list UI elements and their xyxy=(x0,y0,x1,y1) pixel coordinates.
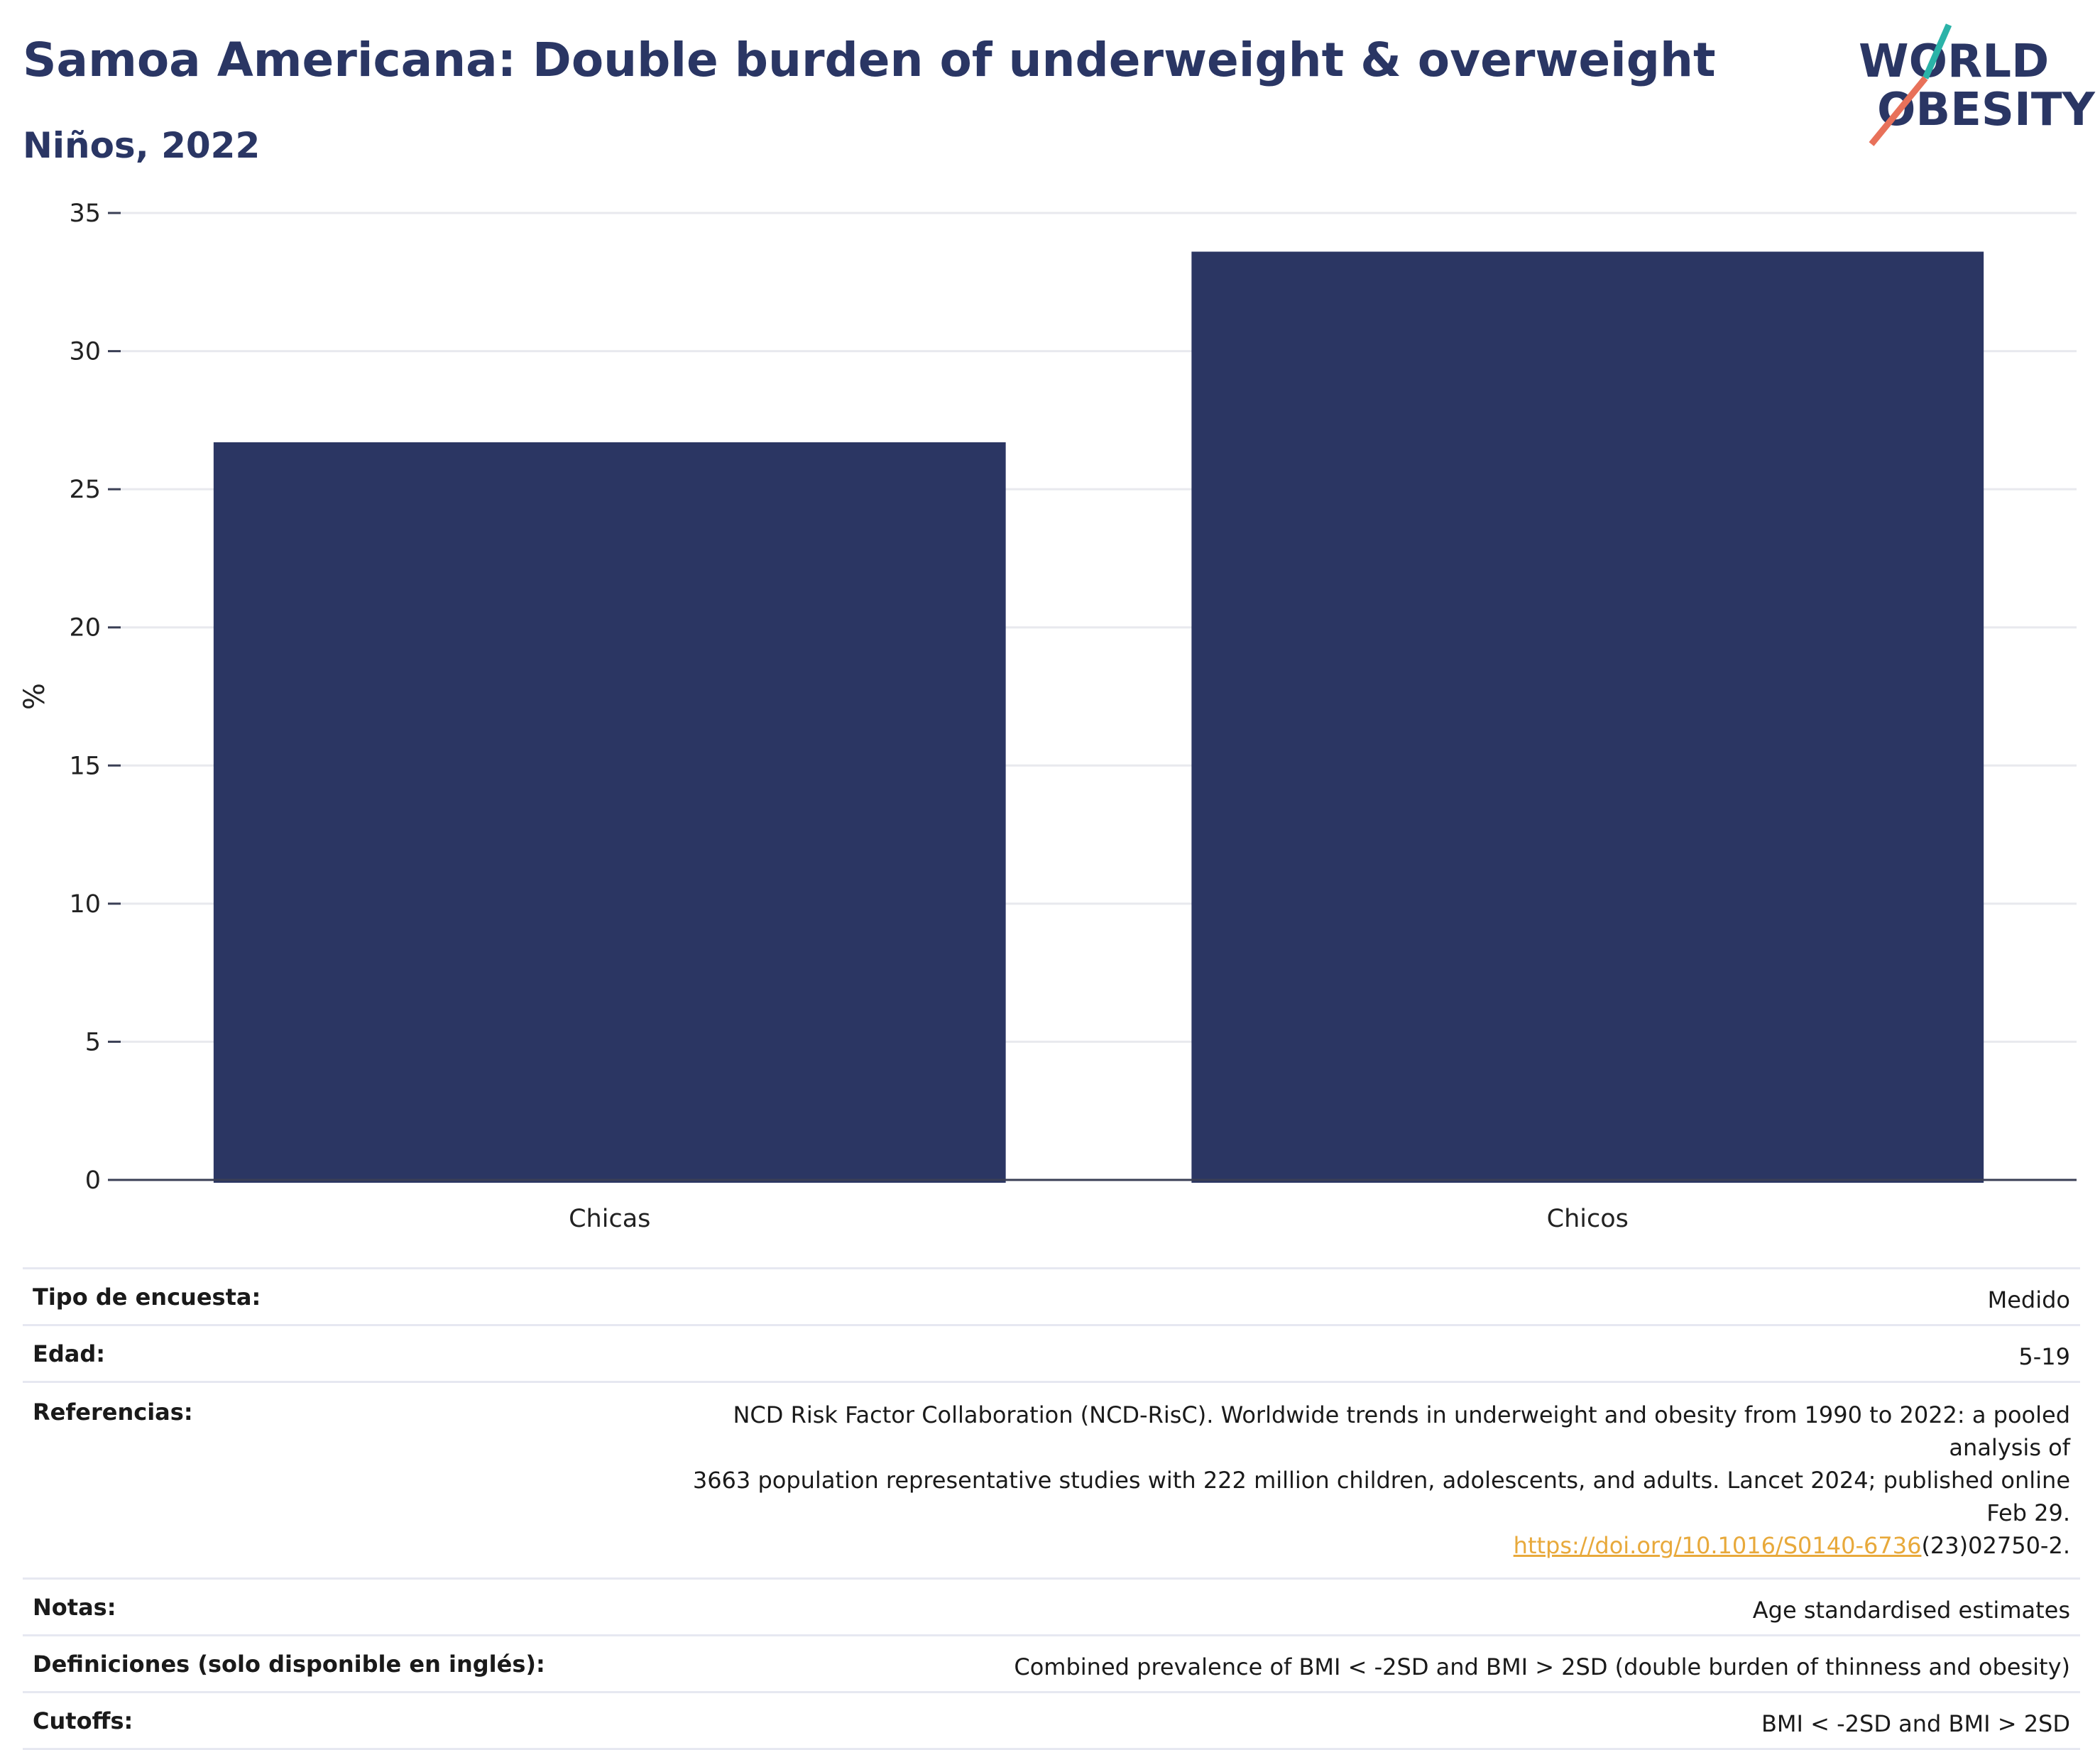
bar-chicos xyxy=(1191,251,1984,1183)
references-line-1: NCD Risk Factor Collaboration (NCD-RisC)… xyxy=(733,1401,2070,1461)
notes-value: Age standardised estimates xyxy=(682,1577,2080,1636)
info-table: Tipo de encuesta: Medido Edad: 5-19 Refe… xyxy=(23,1267,2080,1750)
y-tick-label: 0 xyxy=(85,1166,101,1195)
chart-title: Samoa Americana: Double burden of underw… xyxy=(23,33,1716,87)
logo-coral-slash xyxy=(1869,76,1928,146)
references-value: NCD Risk Factor Collaboration (NCD-RisC)… xyxy=(682,1381,2080,1579)
x-tick-layer: Chicas Chicos xyxy=(569,1205,1629,1233)
doi-link[interactable]: https://doi.org/10.1016/S0140-6736 xyxy=(1513,1532,1922,1559)
bar-chicas xyxy=(213,442,1006,1183)
info-row-definitions: Definiciones (solo disponible en inglés)… xyxy=(23,1634,2080,1692)
survey-type-value: Medido xyxy=(682,1267,2080,1325)
references-label: Referencias: xyxy=(23,1381,682,1579)
info-row-cutoffs: Cutoffs: BMI < -2SD and BMI > 2SD xyxy=(23,1691,2080,1750)
bars-layer xyxy=(213,251,1984,1183)
x-tick-label: Chicas xyxy=(569,1205,650,1233)
x-tick-label: Chicos xyxy=(1547,1205,1629,1233)
info-row-age: Edad: 5-19 xyxy=(23,1324,2080,1382)
chart-svg: Samoa Americana: Double burden of underw… xyxy=(18,23,2095,1233)
doi-suffix: (23)02750-2. xyxy=(1921,1532,2070,1559)
chart-subtitle: Niños, 2022 xyxy=(23,125,260,166)
logo-line2: OBESITY xyxy=(1877,84,2095,136)
y-tick-label: 25 xyxy=(69,476,101,504)
world-obesity-logo: WORLD OBESITY xyxy=(1859,23,2095,146)
age-label: Edad: xyxy=(23,1324,682,1382)
age-value: 5-19 xyxy=(682,1324,2080,1382)
notes-label: Notas: xyxy=(23,1577,682,1636)
y-tick-label: 15 xyxy=(69,752,101,780)
y-tick-label: 35 xyxy=(69,199,101,228)
definitions-label: Definiciones (solo disponible en inglés)… xyxy=(23,1634,682,1692)
y-tick-label: 30 xyxy=(69,338,101,366)
info-row-survey-type: Tipo de encuesta: Medido xyxy=(23,1267,2080,1325)
cutoffs-label: Cutoffs: xyxy=(23,1691,682,1750)
y-tick-label: 10 xyxy=(69,890,101,919)
definitions-value: Combined prevalence of BMI < -2SD and BM… xyxy=(682,1634,2080,1692)
cutoffs-value: BMI < -2SD and BMI > 2SD xyxy=(682,1691,2080,1750)
references-line-3: https://doi.org/10.1016/S0140-6736(23)02… xyxy=(691,1529,2070,1562)
y-tick-label: 20 xyxy=(69,614,101,642)
references-line-2: 3663 population representative studies w… xyxy=(692,1467,2070,1526)
logo-teal-slash xyxy=(1922,23,1952,80)
survey-type-label: Tipo de encuesta: xyxy=(23,1267,682,1325)
y-tick-label: 5 xyxy=(85,1028,101,1056)
logo-line1: WORLD xyxy=(1859,35,2049,88)
y-axis-label: % xyxy=(18,683,51,710)
info-row-references: Referencias: NCD Risk Factor Collaborati… xyxy=(23,1381,2080,1579)
info-row-notes: Notas: Age standardised estimates xyxy=(23,1577,2080,1636)
